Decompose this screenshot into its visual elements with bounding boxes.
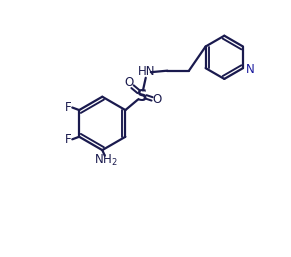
Text: O: O bbox=[152, 93, 161, 106]
Text: HN: HN bbox=[138, 65, 156, 78]
Text: N: N bbox=[246, 63, 255, 76]
Text: O: O bbox=[125, 76, 134, 89]
Text: F: F bbox=[64, 101, 71, 114]
Text: NH$_2$: NH$_2$ bbox=[94, 153, 118, 168]
Text: F: F bbox=[64, 133, 71, 146]
Text: S: S bbox=[137, 89, 147, 104]
